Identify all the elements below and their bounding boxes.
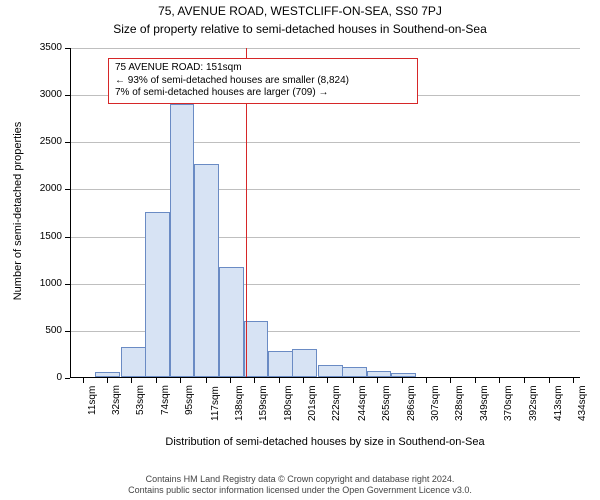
histogram-bar <box>170 104 195 377</box>
y-tick <box>65 189 70 190</box>
x-tick-label: 11sqm <box>87 386 98 415</box>
x-tick <box>107 378 108 383</box>
histogram-bar <box>367 371 392 377</box>
x-tick-label: 138sqm <box>234 385 245 421</box>
x-axis-label: Distribution of semi-detached houses by … <box>70 436 580 448</box>
y-tick <box>65 284 70 285</box>
x-tick <box>83 378 84 383</box>
gridline <box>71 48 580 49</box>
x-tick-label: 32sqm <box>111 385 122 415</box>
histogram-bar <box>121 347 146 377</box>
x-tick <box>180 378 181 383</box>
x-tick <box>450 378 451 383</box>
histogram-bar <box>194 164 219 377</box>
x-tick <box>230 378 231 383</box>
annotation-box: 75 AVENUE ROAD: 151sqm ← 93% of semi-det… <box>108 58 418 104</box>
y-tick-label: 3500 <box>0 42 62 53</box>
x-tick <box>156 378 157 383</box>
x-tick-label: 159sqm <box>258 385 269 421</box>
x-tick <box>499 378 500 383</box>
x-tick <box>524 378 525 383</box>
annotation-line: 75 AVENUE ROAD: 151sqm <box>115 62 411 75</box>
x-tick <box>131 378 132 383</box>
x-tick <box>402 378 403 383</box>
x-tick-label: 244sqm <box>357 385 368 421</box>
y-tick-label: 500 <box>0 325 62 336</box>
y-tick <box>65 331 70 332</box>
x-tick-label: 286sqm <box>406 385 417 421</box>
y-tick-label: 3000 <box>0 89 62 100</box>
y-tick-label: 1000 <box>0 278 62 289</box>
y-tick-label: 0 <box>0 372 62 383</box>
x-tick-label: 53sqm <box>135 385 146 415</box>
footer-line-2: Contains public sector information licen… <box>0 485 600 496</box>
footer: Contains HM Land Registry data © Crown c… <box>0 474 600 497</box>
x-tick-label: 95sqm <box>184 385 195 415</box>
x-tick <box>549 378 550 383</box>
x-tick-label: 265sqm <box>381 385 392 421</box>
x-tick <box>377 378 378 383</box>
x-tick-label: 201sqm <box>307 385 318 421</box>
x-tick-label: 328sqm <box>454 385 465 421</box>
annotation-line: 7% of semi-detached houses are larger (7… <box>115 87 411 100</box>
x-tick <box>206 378 207 383</box>
gridline <box>71 142 580 143</box>
x-tick <box>327 378 328 383</box>
annotation-line: ← 93% of semi-detached houses are smalle… <box>115 75 411 88</box>
y-tick-label: 1500 <box>0 231 62 242</box>
y-tick <box>65 48 70 49</box>
x-tick-label: 117sqm <box>210 386 221 421</box>
y-tick <box>65 95 70 96</box>
histogram-bar <box>342 367 367 377</box>
x-tick <box>254 378 255 383</box>
x-tick-label: 222sqm <box>331 385 342 421</box>
y-tick-label: 2500 <box>0 136 62 147</box>
x-tick <box>573 378 574 383</box>
histogram-bar <box>292 349 317 377</box>
histogram-bar <box>95 372 120 377</box>
y-tick <box>65 237 70 238</box>
x-tick-label: 370sqm <box>503 385 514 421</box>
x-tick-label: 434sqm <box>577 385 588 421</box>
histogram-bar <box>391 373 416 377</box>
histogram-bar <box>145 212 170 377</box>
x-tick-label: 307sqm <box>430 385 441 421</box>
x-tick-label: 74sqm <box>160 385 171 415</box>
x-tick <box>279 378 280 383</box>
histogram-bar <box>244 321 269 377</box>
x-tick <box>426 378 427 383</box>
x-tick <box>475 378 476 383</box>
histogram-bar <box>318 365 343 377</box>
y-tick <box>65 142 70 143</box>
footer-line-1: Contains HM Land Registry data © Crown c… <box>0 474 600 485</box>
x-tick <box>303 378 304 383</box>
x-tick-label: 392sqm <box>528 385 539 421</box>
title-line-1: 75, AVENUE ROAD, WESTCLIFF-ON-SEA, SS0 7… <box>0 4 600 18</box>
histogram-bar <box>268 351 293 377</box>
histogram-bar <box>219 267 244 377</box>
x-tick-label: 413sqm <box>553 385 564 421</box>
x-tick <box>353 378 354 383</box>
y-tick-label: 2000 <box>0 183 62 194</box>
x-tick-label: 349sqm <box>479 385 490 421</box>
y-tick <box>65 378 70 379</box>
chart-container: 75, AVENUE ROAD, WESTCLIFF-ON-SEA, SS0 7… <box>0 0 600 500</box>
gridline <box>71 189 580 190</box>
title-line-2: Size of property relative to semi-detach… <box>0 22 600 36</box>
x-tick-label: 180sqm <box>283 385 294 421</box>
